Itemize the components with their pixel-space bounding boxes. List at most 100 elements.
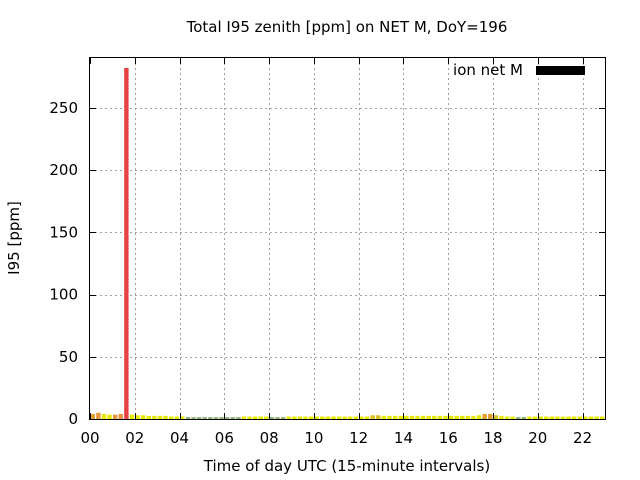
bar [538, 416, 543, 419]
bar [504, 416, 510, 419]
bar [230, 417, 235, 419]
legend-swatch [536, 66, 585, 75]
bar [532, 416, 538, 419]
bar [180, 416, 185, 419]
bar [129, 414, 135, 419]
bar [560, 416, 566, 419]
bar [443, 415, 448, 419]
bar [107, 414, 112, 419]
bar [572, 416, 577, 419]
bar [303, 416, 308, 419]
bar [118, 414, 123, 419]
bar [325, 416, 331, 419]
bar [353, 416, 359, 419]
bar [292, 416, 297, 419]
bar [471, 415, 476, 419]
bar [152, 415, 157, 419]
bar [594, 416, 599, 419]
bar [415, 415, 420, 419]
x-tick-label: 10 [304, 429, 323, 447]
bar [96, 412, 101, 419]
bar [482, 414, 487, 419]
x-axis-label: Time of day UTC (15-minute intervals) [203, 457, 490, 475]
bar [112, 414, 118, 419]
bar [157, 415, 163, 419]
y-axis-label: I95 [ppm] [5, 201, 23, 275]
y-tick-label: 250 [49, 99, 78, 117]
bar [465, 415, 471, 419]
bar [381, 415, 387, 419]
bar [426, 415, 431, 419]
bar [252, 416, 258, 419]
y-tick-label: 100 [49, 286, 78, 304]
bar [364, 416, 370, 419]
bar [516, 417, 521, 419]
bars [90, 67, 605, 419]
bar [398, 415, 403, 419]
bar [163, 415, 168, 419]
plot-frame [89, 57, 606, 420]
chart-title: Total I95 zenith [ppm] on NET M, DoY=196 [186, 18, 508, 36]
y-tick-label: 50 [59, 348, 78, 366]
bar [336, 416, 342, 419]
x-tick-label: 14 [394, 429, 413, 447]
x-tick-label: 12 [349, 429, 368, 447]
bar [460, 415, 465, 419]
bar [146, 415, 151, 419]
x-tick-label: 16 [439, 429, 458, 447]
bar [577, 416, 583, 419]
bar [314, 416, 319, 419]
bar [247, 416, 252, 419]
bar [342, 416, 347, 419]
bar [219, 417, 224, 419]
bar [420, 415, 426, 419]
bar [359, 416, 364, 419]
bar [101, 414, 107, 419]
bar [448, 415, 454, 419]
bar [527, 416, 532, 419]
y-tick-label: 200 [49, 161, 78, 179]
bar [275, 417, 280, 419]
x-tick-labels: 00 02 04 06 08 10 12 14 16 18 20 22 [80, 429, 592, 447]
bar [320, 416, 325, 419]
bar [370, 415, 375, 419]
bar [264, 416, 269, 419]
bar [387, 415, 392, 419]
axis-ticks [90, 58, 605, 420]
grid-lines [90, 58, 605, 419]
bar [583, 416, 588, 419]
bar [135, 415, 140, 419]
bar [499, 415, 504, 419]
bar [331, 416, 336, 419]
x-tick-label: 00 [80, 429, 99, 447]
bar [208, 417, 213, 419]
x-tick-label: 20 [528, 429, 547, 447]
bar [544, 416, 549, 419]
bar [404, 415, 409, 419]
legend: ion net M [453, 61, 585, 79]
bar [566, 416, 571, 419]
bar [280, 417, 286, 419]
x-tick-label: 18 [483, 429, 502, 447]
bar [258, 416, 263, 419]
bar [202, 417, 207, 419]
bar [555, 416, 560, 419]
bar [432, 415, 437, 419]
x-tick-label: 02 [125, 429, 144, 447]
bar [376, 415, 381, 419]
bar [236, 417, 241, 419]
x-tick-label: 22 [573, 429, 592, 447]
bar [224, 417, 230, 419]
bar [124, 67, 129, 419]
bar [297, 416, 303, 419]
bar [488, 414, 493, 419]
bar [213, 417, 219, 419]
bar [392, 415, 398, 419]
bar [454, 415, 459, 419]
bar [269, 417, 275, 419]
bar [409, 415, 415, 419]
bar [308, 416, 314, 419]
bar [600, 416, 605, 419]
legend-label: ion net M [453, 61, 523, 79]
